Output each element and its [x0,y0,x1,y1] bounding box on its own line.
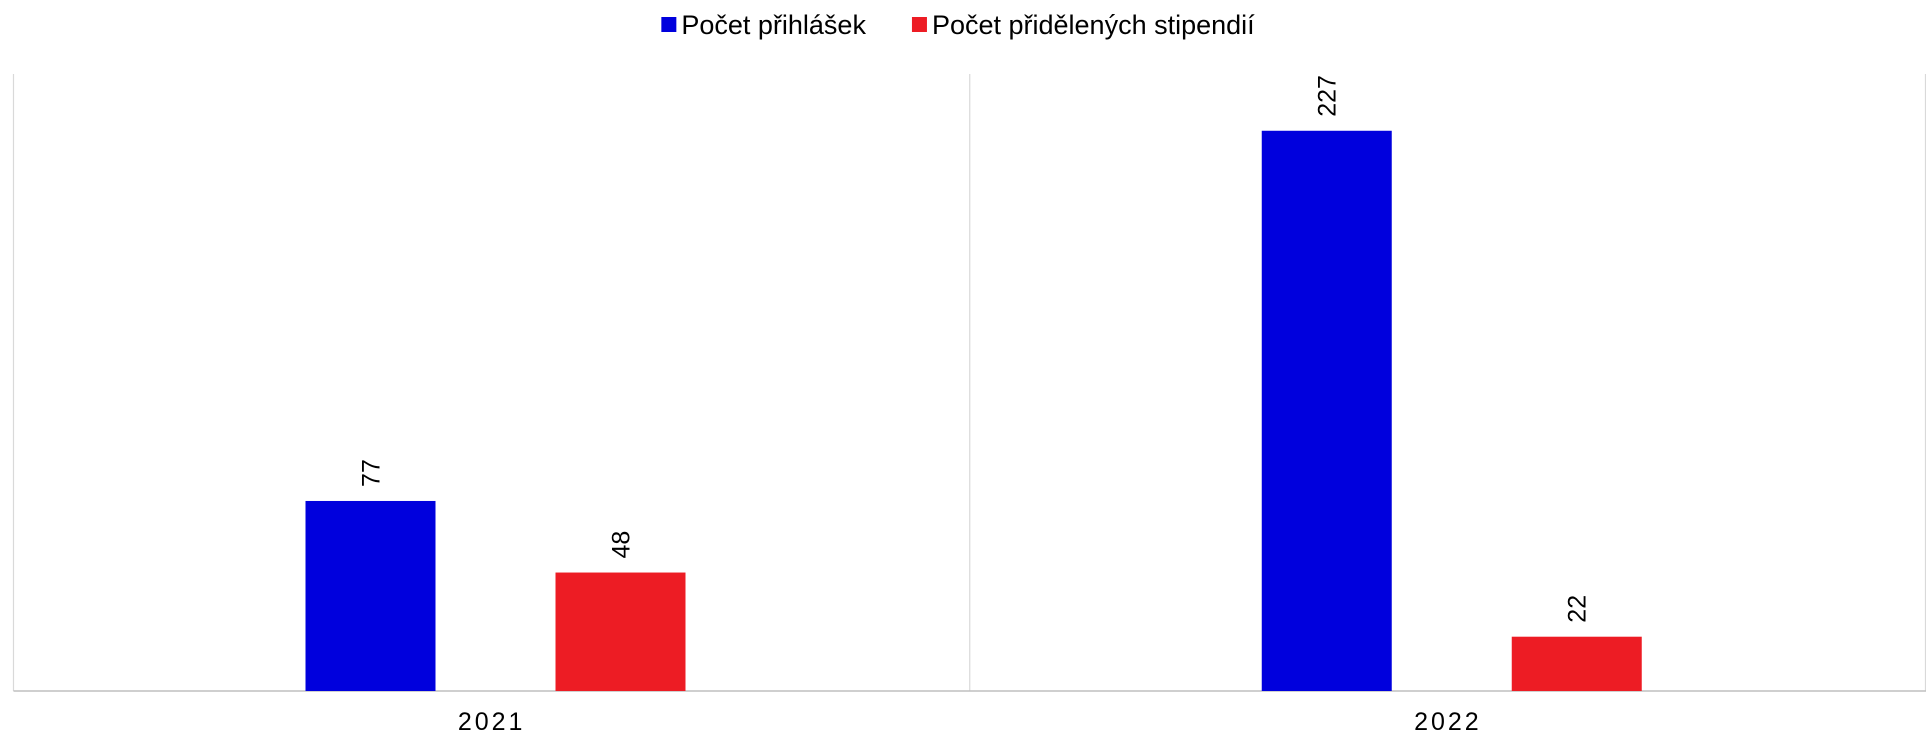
legend-label: Počet přidělených stipendií [932,10,1255,40]
bar [1261,130,1392,691]
data-label: 77 [358,459,386,487]
bar [305,500,436,691]
legend: Počet přihlášek Počet přidělených stipend… [661,10,1255,40]
x-tick-label: 2022 [1414,708,1482,736]
legend-swatch [661,17,677,32]
legend-label: Počet přihlášek [681,10,866,40]
data-label: 22 [1564,595,1592,623]
legend-swatch [911,17,927,32]
bar [1511,636,1642,691]
data-label: 227 [1314,75,1342,117]
data-label: 48 [608,531,636,559]
x-tick-label: 2021 [458,708,526,736]
bar [555,572,686,691]
